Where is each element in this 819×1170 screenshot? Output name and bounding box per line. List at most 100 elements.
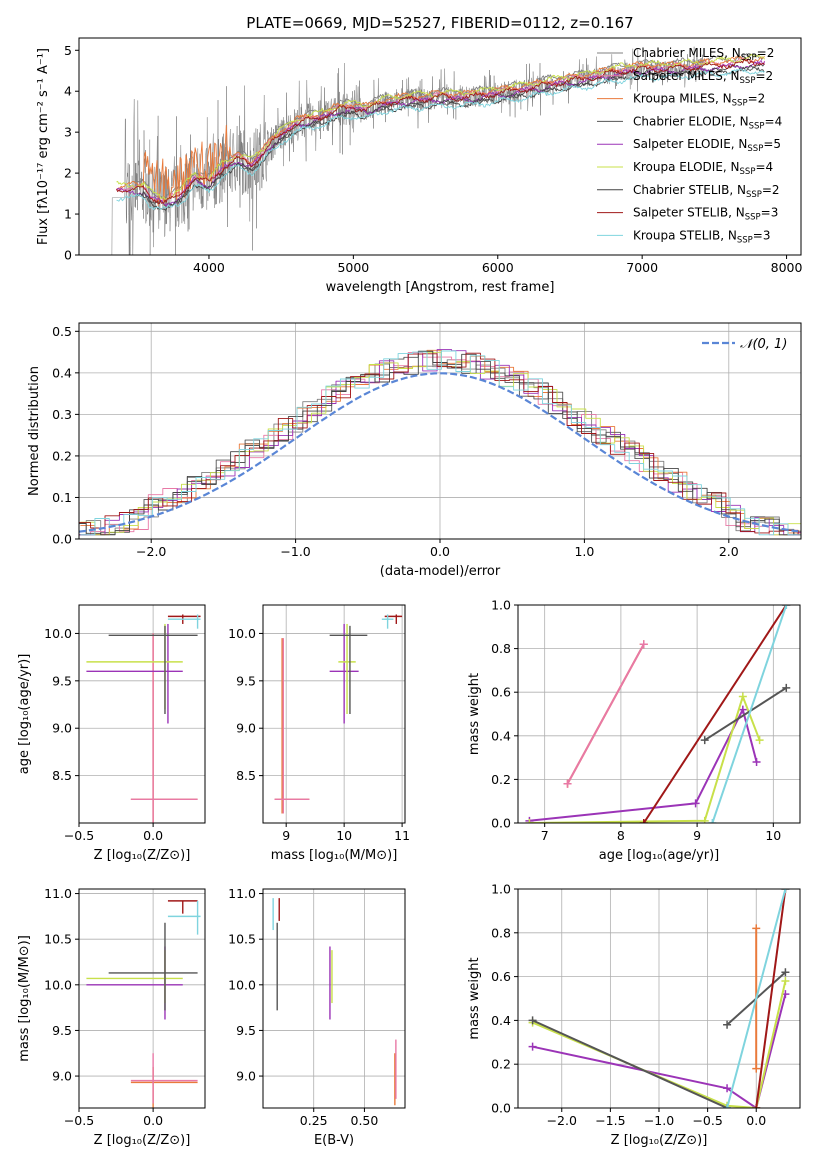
x-tick-label: 4000	[193, 260, 225, 275]
y-tick-label: 0.0	[52, 532, 72, 547]
x-tick-label: 0.0	[143, 1113, 163, 1128]
data-point-marker	[563, 779, 572, 788]
axes-frame	[262, 888, 406, 1109]
weight-vs-metallicity-panel: −2.0 −1.5 −1.0 −0.5 0.0 0.0 0.2 0.4 0.6 0.8 1.0 Z […	[467, 882, 801, 1148]
y-tick-label: 0.5	[52, 324, 72, 339]
y-tick-label: 10.0	[228, 626, 256, 641]
x-axis-label: Z [log₁₀(Z/Z⊙)]	[611, 1133, 708, 1148]
y-tick-label: 0.4	[491, 728, 511, 743]
x-tick-label: −0.5	[64, 828, 94, 843]
axes-frame	[78, 604, 206, 824]
legend-label: 𝒩(0, 1)	[740, 337, 787, 352]
x-axis-label: E(B-V)	[314, 1133, 354, 1148]
y-tick-label: 9.5	[236, 673, 256, 688]
x-tick-label: 6000	[482, 260, 514, 275]
x-axis-label: (data-model)/error	[380, 564, 501, 579]
y-tick-label: 9.5	[52, 673, 72, 688]
data-point-marker	[528, 1042, 537, 1051]
y-tick-label: 0.2	[52, 448, 72, 463]
legend-label: Salpeter ELODIE, NSSP=5	[633, 137, 781, 154]
x-axis-label: Z [log₁₀(Z/Z⊙)]	[94, 1133, 191, 1148]
axes-frame	[517, 604, 801, 824]
y-tick-label: 0.6	[491, 969, 511, 984]
data-point-marker	[782, 605, 791, 609]
data-point-marker	[752, 757, 761, 766]
x-tick-label: 7	[541, 828, 549, 843]
y-tick-label: 8.5	[236, 768, 256, 783]
x-tick-label: 8000	[771, 260, 803, 275]
legend-label: Kroupa ELODIE, NSSP=4	[633, 160, 773, 177]
y-axis-label: mass weight	[467, 673, 482, 755]
y-tick-label: 0.3	[52, 407, 72, 422]
y-tick-label: 10.5	[44, 932, 72, 947]
x-tick-label: 0.0	[143, 828, 163, 843]
y-tick-label: 0.2	[491, 772, 511, 787]
y-axis-label: Flux [fλ10⁻¹⁷ erg cm⁻² s⁻¹ A⁻¹]	[36, 48, 51, 245]
legend-label: Salpeter MILES, NSSP=2	[633, 69, 773, 86]
y-tick-label: 5	[64, 43, 72, 58]
weight-series-line	[532, 1019, 728, 1108]
model-spectrum	[116, 53, 765, 201]
y-axis-label: age [log₁₀(age/yr)]	[17, 654, 32, 775]
plot-area	[525, 605, 791, 823]
y-tick-label: 9.0	[52, 721, 72, 736]
x-tick-label: 0.25	[300, 1113, 328, 1128]
y-tick-label: 10.5	[228, 932, 256, 947]
model-spectrum	[116, 59, 765, 205]
y-tick-label: 11.0	[44, 886, 72, 901]
y-tick-label: 0.0	[491, 816, 511, 831]
weight-series-line	[532, 993, 787, 1108]
histogram-steps	[79, 351, 801, 536]
residual-histogram-panel: −2.0 −1.0 0.0 1.0 2.0 0.0 0.1 0.2 0.3 0.4 0.5 (data…	[27, 322, 802, 579]
y-tick-label: 1.0	[491, 598, 511, 613]
data-point-marker	[781, 889, 790, 893]
x-tick-label: −0.5	[692, 1113, 722, 1128]
legend: Chabrier MILES, NSSP=2 Salpeter MILES, NS…	[597, 46, 782, 245]
figure-title: PLATE=0669, MJD=52527, FIBERID=0112, z=0…	[246, 14, 633, 32]
x-axis-label: age [log₁₀(age/yr)]	[599, 848, 720, 863]
plot-area	[86, 900, 201, 1108]
mass-vs-metallicity-panel: −0.5 0.0 9.0 9.5 10.0 10.5 11.0 Z [log₁₀(Z/Z⊙)]…	[17, 886, 206, 1148]
mass-vs-ebv-panel: 0.25 0.50 9.0 9.5 10.0 10.5 11.0 E(B-V)	[228, 886, 406, 1148]
y-tick-label: 11.0	[228, 886, 256, 901]
y-tick-label: 0.8	[491, 641, 511, 656]
y-tick-label: 0.2	[491, 1057, 511, 1072]
x-tick-label: 0.50	[351, 1113, 379, 1128]
data-point-marker	[691, 799, 700, 808]
x-tick-label: −1.0	[280, 544, 310, 559]
legend-label: Chabrier MILES, NSSP=2	[633, 46, 774, 63]
data-point-marker	[752, 1064, 761, 1073]
data-point-marker	[755, 736, 764, 745]
y-tick-label: 9.0	[236, 1069, 256, 1084]
age-vs-metallicity-panel: −0.5 0.0 8.5 9.0 9.5 10.0 Z [log₁₀(Z/Z⊙)] age […	[17, 604, 206, 863]
x-tick-label: 10	[336, 828, 352, 843]
y-tick-label: 2	[64, 166, 72, 181]
y-tick-label: 4	[64, 84, 72, 99]
data-point-marker	[700, 816, 709, 823]
x-tick-label: −1.5	[595, 1113, 625, 1128]
x-axis-label: wavelength [Angstrom, rest frame]	[326, 280, 555, 295]
model-spectrum	[136, 64, 765, 211]
data-point-marker	[723, 1104, 732, 1108]
data-point-marker	[752, 924, 761, 933]
data-point-marker	[752, 1104, 761, 1108]
y-tick-label: 1	[64, 207, 72, 222]
data-point-marker	[639, 819, 648, 823]
plot-area	[86, 614, 201, 823]
x-tick-label: −1.0	[644, 1113, 674, 1128]
x-tick-label: 5000	[337, 260, 369, 275]
plot-area	[79, 349, 801, 536]
plot-area	[107, 46, 766, 255]
y-axis-label: Normed distribution	[27, 366, 42, 496]
legend-label: Kroupa MILES, NSSP=2	[633, 92, 765, 109]
data-point-marker	[528, 1016, 537, 1025]
y-tick-label: 3	[64, 125, 72, 140]
data-point-marker	[708, 819, 717, 823]
axes-frame	[262, 604, 406, 824]
histogram-steps	[80, 350, 801, 536]
x-tick-label: −0.5	[64, 1113, 94, 1128]
plot-area	[274, 614, 403, 814]
weight-series-line	[711, 605, 788, 823]
plot-area	[528, 889, 790, 1108]
